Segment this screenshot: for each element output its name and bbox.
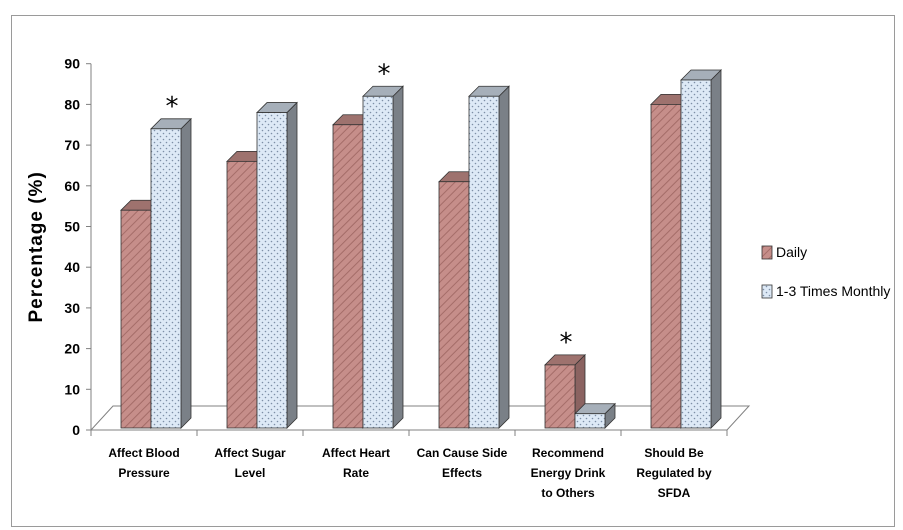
x-tick-label-line: Pressure bbox=[118, 466, 170, 480]
bar-monthly bbox=[574, 402, 616, 429]
bar-front bbox=[256, 112, 288, 429]
y-tick-label: 70 bbox=[64, 137, 80, 153]
legend-swatch-monthly bbox=[761, 284, 773, 299]
x-tick-label-line: Effects bbox=[442, 466, 482, 480]
x-tick-label-line: to Others bbox=[541, 486, 595, 500]
significance-star: * bbox=[378, 59, 391, 89]
x-tick-label: Affect Sugar Level bbox=[214, 446, 286, 480]
bar-front bbox=[468, 95, 500, 429]
bar-daily bbox=[544, 353, 586, 429]
x-tick-label-line: Level bbox=[235, 466, 266, 480]
significance-star: * bbox=[560, 328, 573, 358]
x-tick-label-line: Recommend bbox=[532, 446, 604, 460]
x-tick-label-line: SFDA bbox=[658, 486, 691, 500]
bar-monthly bbox=[468, 85, 510, 429]
legend-label-monthly: 1-3 Times Monthly bbox=[776, 283, 890, 299]
y-axis-title: Percentage (%) bbox=[26, 171, 47, 322]
y-tick-label: 60 bbox=[64, 178, 80, 194]
bar-front bbox=[438, 181, 470, 429]
bar-monthly bbox=[256, 101, 298, 429]
bar-front bbox=[574, 413, 606, 429]
bar-front bbox=[120, 209, 152, 429]
x-tick-label-line: Affect Blood bbox=[108, 446, 179, 460]
bar-monthly bbox=[680, 69, 722, 429]
y-tick-label: 20 bbox=[64, 341, 80, 357]
bar-front bbox=[362, 95, 394, 429]
bar-side bbox=[498, 85, 510, 429]
y-tick-label: 0 bbox=[72, 422, 80, 438]
y-tick-label: 50 bbox=[64, 219, 80, 235]
y-tick-label: 90 bbox=[64, 56, 80, 72]
y-tick-label: 80 bbox=[64, 96, 80, 112]
legend: Daily 1-3 Times Monthly bbox=[761, 244, 890, 299]
x-tick-label-line: Can Cause Side bbox=[417, 446, 508, 460]
legend-swatch-daily bbox=[761, 245, 773, 260]
bar-side bbox=[392, 85, 404, 429]
x-tick-label-line: Affect Sugar bbox=[214, 446, 286, 460]
x-tick-label-line: Energy Drink bbox=[531, 466, 606, 480]
x-tick-label: Recommend Energy Drink to Others bbox=[531, 446, 606, 500]
x-tick-label-line: Regulated by bbox=[636, 466, 712, 480]
x-tick-label: Can Cause Side Effects bbox=[417, 446, 508, 480]
bar-monthly bbox=[150, 117, 192, 429]
bar-front bbox=[680, 79, 712, 429]
y-tick-label: 40 bbox=[64, 259, 80, 275]
legend-label-daily: Daily bbox=[776, 244, 807, 260]
x-tick-label: Affect Blood Pressure bbox=[108, 446, 179, 480]
bar-front bbox=[150, 128, 182, 429]
x-tick-label: Affect Heart Rate bbox=[322, 446, 390, 480]
axes: 0 10 20 30 40 50 60 70 80 90 Percentage (%) bbox=[26, 56, 728, 438]
bar-front bbox=[226, 160, 258, 429]
x-tick-label: Should Be Regulated by SFDA bbox=[636, 446, 712, 500]
bar-side bbox=[710, 69, 722, 429]
bar-monthly bbox=[362, 85, 404, 429]
x-tick-label-line: Rate bbox=[343, 466, 369, 480]
x-tick-label-line: Affect Heart bbox=[322, 446, 390, 460]
bar-front bbox=[650, 104, 682, 429]
bar-side bbox=[286, 101, 298, 429]
bar-front bbox=[544, 364, 576, 429]
x-tick-label-line: Should Be bbox=[644, 446, 704, 460]
bar-front bbox=[332, 124, 364, 429]
bars bbox=[120, 69, 722, 429]
y-tick-label: 30 bbox=[64, 300, 80, 316]
y-tick-label: 10 bbox=[64, 381, 80, 397]
significance-star: * bbox=[166, 92, 179, 122]
bar-side bbox=[180, 117, 192, 429]
